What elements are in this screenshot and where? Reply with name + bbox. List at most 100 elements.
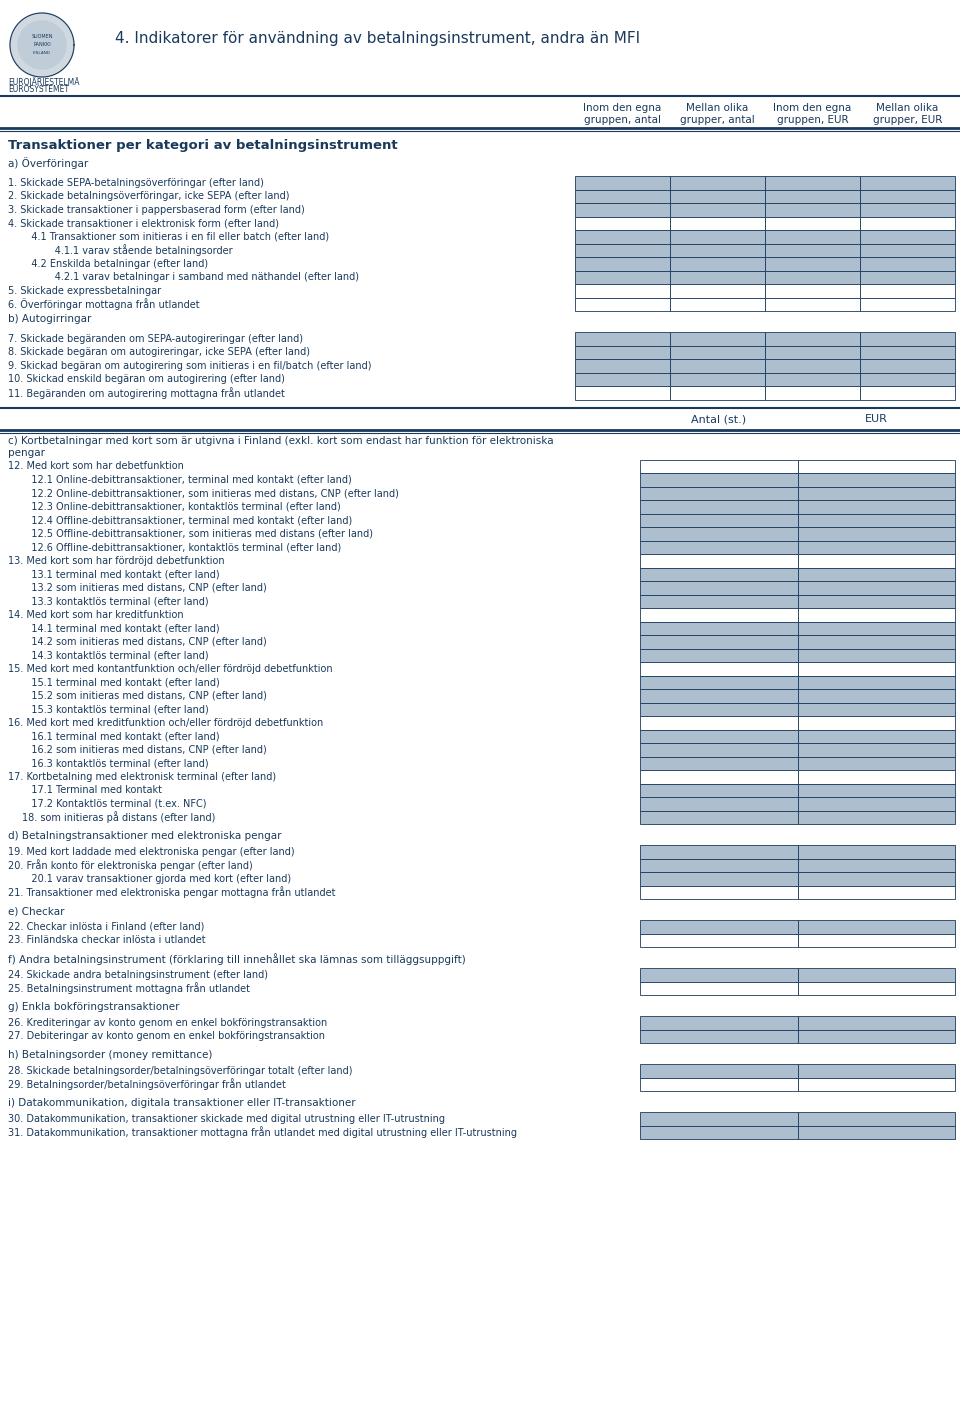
Bar <box>640 886 798 898</box>
Bar <box>798 1125 955 1139</box>
Bar <box>860 332 955 345</box>
Bar <box>575 230 670 244</box>
Bar <box>860 230 955 244</box>
Bar <box>670 230 765 244</box>
Bar <box>640 981 798 995</box>
Text: 13.3 kontaktlös terminal (efter land): 13.3 kontaktlös terminal (efter land) <box>22 596 208 606</box>
Text: f) Andra betalningsinstrument (förklaring till innehållet ska lämnas som tillägg: f) Andra betalningsinstrument (förklarin… <box>8 953 466 965</box>
Polygon shape <box>18 21 66 68</box>
Bar <box>640 676 798 689</box>
Bar <box>765 190 860 202</box>
Bar <box>640 1030 798 1042</box>
Text: 12.4 Offline-debittransaktioner, terminal med kontakt (efter land): 12.4 Offline-debittransaktioner, termina… <box>22 515 352 525</box>
Bar <box>670 359 765 372</box>
Text: 3. Skickade transaktioner i pappersbaserad form (efter land): 3. Skickade transaktioner i pappersbaser… <box>8 205 304 215</box>
Bar <box>640 540 798 553</box>
Bar <box>575 257 670 271</box>
Bar <box>798 528 955 540</box>
Text: grupper, antal: grupper, antal <box>680 116 755 125</box>
Text: 7. Skickade begäranden om SEPA-autogireringar (efter land): 7. Skickade begäranden om SEPA-autogirer… <box>8 334 303 344</box>
Text: 4.1.1 varav stående betalningsorder: 4.1.1 varav stående betalningsorder <box>36 244 232 257</box>
Bar <box>798 783 955 797</box>
Text: 29. Betalningsorder/betalningsöverföringar från utlandet: 29. Betalningsorder/betalningsöverföring… <box>8 1078 286 1091</box>
Bar <box>640 1064 798 1078</box>
Bar <box>798 1015 955 1030</box>
Text: 23. Finländska checkar inlösta i utlandet: 23. Finländska checkar inlösta i utlande… <box>8 935 205 945</box>
Text: 10. Skickad enskild begäran om autogirering (efter land): 10. Skickad enskild begäran om autogirer… <box>8 374 285 384</box>
Text: g) Enkla bokföringstransaktioner: g) Enkla bokföringstransaktioner <box>8 1002 180 1012</box>
Bar <box>798 689 955 703</box>
Text: 2. Skickade betalningsöverföringar, icke SEPA (efter land): 2. Skickade betalningsöverföringar, icke… <box>8 191 290 201</box>
Text: 14. Med kort som har kreditfunktion: 14. Med kort som har kreditfunktion <box>8 610 183 620</box>
Text: pengar: pengar <box>8 448 45 458</box>
Bar <box>640 501 798 513</box>
Bar <box>670 386 765 399</box>
Bar <box>670 284 765 298</box>
Text: 15.3 kontaktlös terminal (efter land): 15.3 kontaktlös terminal (efter land) <box>22 704 208 714</box>
Text: 4. Indikatorer för användning av betalningsinstrument, andra än MFI: 4. Indikatorer för användning av betalni… <box>115 30 640 46</box>
Text: e) Checkar: e) Checkar <box>8 906 64 915</box>
Text: 15. Med kort med kontantfunktion och/eller fördröjd debetfunktion: 15. Med kort med kontantfunktion och/ell… <box>8 663 332 673</box>
Bar <box>798 553 955 568</box>
Bar <box>575 202 670 217</box>
Text: i) Datakommunikation, digitala transaktioner eller IT-transaktioner: i) Datakommunikation, digitala transakti… <box>8 1098 355 1108</box>
Bar <box>798 968 955 981</box>
Text: 6. Överföringar mottagna från utlandet: 6. Överföringar mottagna från utlandet <box>8 298 200 311</box>
Text: 20.1 varav transaktioner gjorda med kort (efter land): 20.1 varav transaktioner gjorda med kort… <box>22 874 291 884</box>
Bar <box>765 345 860 359</box>
Bar <box>640 757 798 770</box>
Bar <box>670 345 765 359</box>
Bar <box>798 580 955 595</box>
Bar <box>640 797 798 810</box>
Text: Antal (st.): Antal (st.) <box>691 415 746 425</box>
Text: a) Överföringar: a) Överföringar <box>8 157 88 168</box>
Bar <box>860 386 955 399</box>
Bar <box>860 175 955 190</box>
Bar <box>798 459 955 473</box>
Bar <box>575 359 670 372</box>
Text: 13.2 som initieras med distans, CNP (efter land): 13.2 som initieras med distans, CNP (eft… <box>22 583 267 593</box>
Text: 13. Med kort som har fördröjd debetfunktion: 13. Med kort som har fördröjd debetfunkt… <box>8 556 225 566</box>
Bar <box>575 244 670 257</box>
Bar <box>670 271 765 284</box>
Text: 12.6 Offline-debittransaktioner, kontaktlös terminal (efter land): 12.6 Offline-debittransaktioner, kontakt… <box>22 542 341 552</box>
Text: 25. Betalningsinstrument mottagna från utlandet: 25. Betalningsinstrument mottagna från u… <box>8 983 250 994</box>
Bar <box>640 934 798 947</box>
Text: Mellan olika: Mellan olika <box>686 103 749 113</box>
Bar <box>640 783 798 797</box>
Bar <box>640 703 798 716</box>
Bar <box>798 920 955 934</box>
Text: 22. Checkar inlösta i Finland (efter land): 22. Checkar inlösta i Finland (efter lan… <box>8 921 204 931</box>
Bar <box>640 568 798 580</box>
Text: 9. Skickad begäran om autogirering som initieras i en fil/batch (efter land): 9. Skickad begäran om autogirering som i… <box>8 361 372 371</box>
Text: Mellan olika: Mellan olika <box>876 103 939 113</box>
Text: EUR: EUR <box>865 415 888 425</box>
Text: grupper, EUR: grupper, EUR <box>873 116 942 125</box>
Bar <box>765 386 860 399</box>
Bar <box>798 730 955 743</box>
Bar <box>640 1125 798 1139</box>
Bar <box>798 676 955 689</box>
Text: 28. Skickade betalningsorder/betalningsöverföringar totalt (efter land): 28. Skickade betalningsorder/betalningsö… <box>8 1065 352 1075</box>
Text: Inom den egna: Inom den egna <box>774 103 852 113</box>
Text: 4.2 Enskilda betalningar (efter land): 4.2 Enskilda betalningar (efter land) <box>22 258 208 268</box>
Bar <box>798 981 955 995</box>
Text: Inom den egna: Inom den egna <box>584 103 661 113</box>
Bar <box>640 858 798 873</box>
Bar <box>640 730 798 743</box>
Bar <box>798 797 955 810</box>
Bar <box>640 553 798 568</box>
Text: 11. Begäranden om autogirering mottagna från utlandet: 11. Begäranden om autogirering mottagna … <box>8 386 285 399</box>
Bar <box>798 501 955 513</box>
Text: 12. Med kort som har debetfunktion: 12. Med kort som har debetfunktion <box>8 461 184 471</box>
Text: 5. Skickade expressbetalningar: 5. Skickade expressbetalningar <box>8 285 161 295</box>
Text: 17.1 Terminal med kontakt: 17.1 Terminal med kontakt <box>22 786 162 796</box>
Text: 12.1 Online-debittransaktioner, terminal med kontakt (efter land): 12.1 Online-debittransaktioner, terminal… <box>22 475 351 485</box>
Bar <box>798 873 955 886</box>
Text: 12.3 Online-debittransaktioner, kontaktlös terminal (efter land): 12.3 Online-debittransaktioner, kontaktl… <box>22 502 341 512</box>
Bar <box>575 386 670 399</box>
Bar <box>765 372 860 386</box>
Bar <box>860 284 955 298</box>
Text: 15.2 som initieras med distans, CNP (efter land): 15.2 som initieras med distans, CNP (eft… <box>22 690 267 700</box>
Bar <box>640 486 798 501</box>
